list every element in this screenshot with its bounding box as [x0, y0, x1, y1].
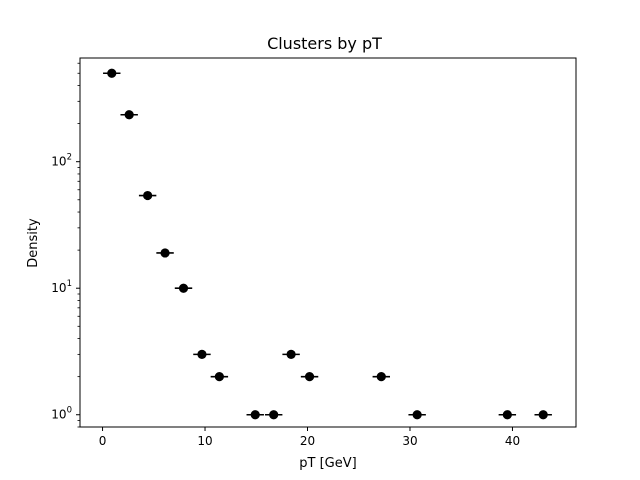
x-axis-label: pT [GeV] — [299, 456, 356, 471]
x-tick-label: 0 — [99, 434, 107, 448]
plot-frame — [79, 57, 577, 428]
y-tick-label: 100 — [51, 406, 72, 422]
data-point — [143, 190, 153, 201]
x-tick-label: 10 — [197, 434, 212, 448]
data-point — [124, 110, 134, 120]
data-point — [376, 372, 386, 382]
data-point — [107, 68, 117, 78]
data-point — [538, 410, 548, 420]
data-point — [412, 410, 422, 420]
data-point — [160, 248, 170, 258]
data-point — [178, 283, 189, 293]
x-tick-label: 20 — [300, 434, 315, 448]
data-point — [214, 372, 224, 382]
y-tick-label: 102 — [51, 153, 72, 169]
data-point — [502, 410, 512, 420]
x-tick-label: 30 — [402, 434, 417, 448]
x-tick-label: 40 — [505, 434, 520, 448]
data-point — [250, 410, 260, 420]
data-points — [103, 68, 552, 420]
data-point — [304, 372, 315, 382]
data-point — [286, 349, 296, 359]
y-axis-label: Density — [26, 218, 41, 268]
data-point — [197, 349, 207, 359]
y-tick-label: 101 — [51, 279, 72, 295]
data-point — [269, 410, 279, 420]
chart-title: Clusters by pT — [267, 34, 382, 53]
